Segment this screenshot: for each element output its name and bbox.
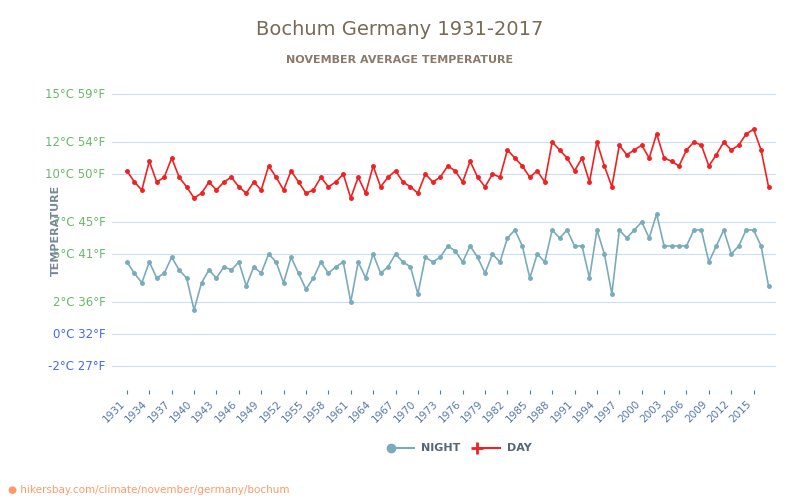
Text: 15°C 59°F: 15°C 59°F — [46, 88, 106, 101]
Text: NOVEMBER AVERAGE TEMPERATURE: NOVEMBER AVERAGE TEMPERATURE — [286, 55, 514, 65]
Text: 12°C 54°F: 12°C 54°F — [45, 136, 106, 148]
Text: -2°C 27°F: -2°C 27°F — [48, 360, 106, 372]
Text: 10°C 50°F: 10°C 50°F — [46, 168, 106, 180]
Text: 2°C 36°F: 2°C 36°F — [53, 296, 106, 308]
Text: 5°C 41°F: 5°C 41°F — [53, 248, 106, 260]
Text: ● hikersbay.com/climate/november/germany/bochum: ● hikersbay.com/climate/november/germany… — [8, 485, 290, 495]
Text: 0°C 32°F: 0°C 32°F — [53, 328, 106, 340]
Text: 7°C 45°F: 7°C 45°F — [53, 216, 106, 228]
Text: NIGHT: NIGHT — [421, 442, 460, 452]
Text: DAY: DAY — [507, 442, 532, 452]
Text: TEMPERATURE: TEMPERATURE — [50, 184, 61, 276]
Text: Bochum Germany 1931-2017: Bochum Germany 1931-2017 — [256, 20, 544, 39]
